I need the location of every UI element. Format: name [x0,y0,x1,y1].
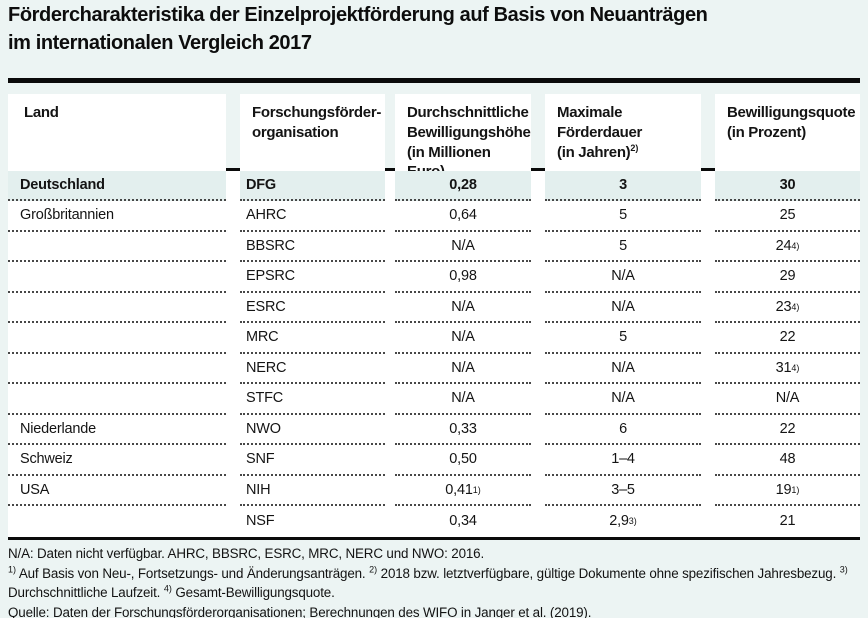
cell-duration: N/A [545,292,701,323]
cell-amount: 0,33 [395,414,531,445]
cell-land [8,384,226,415]
cell-quote: 31 4) [715,353,860,384]
column-gap [226,94,240,182]
table-row: MRC N/A 5 22 [8,323,860,354]
cell-amount: N/A [395,292,531,323]
cell-land [8,262,226,293]
data-table: Land Forschungsförder- organisation Durc… [8,94,860,540]
cell-organisation: SNF [240,445,385,476]
cell-amount: N/A [395,231,531,262]
table-row: NSF 0,34 2,9 3) 21 [8,506,860,537]
cell-quote: 19 1) [715,475,860,506]
column-gap [531,94,545,182]
cell-organisation: MRC [240,323,385,354]
cell-organisation: ESRC [240,292,385,323]
header-land: Land [8,94,226,183]
cell-organisation: STFC [240,384,385,415]
header-organisation: Forschungsförder- organisation [240,94,385,183]
cell-quote: 29 [715,262,860,293]
figure-title: Fördercharakteristika der Einzelprojektf… [8,2,708,57]
table-row: EPSRC 0,98 N/A 29 [8,262,860,293]
cell-quote: N/A [715,384,860,415]
footnote-marker: 2) [369,564,378,575]
cell-quote: 30 [715,170,860,201]
cell-duration: 1–4 [545,445,701,476]
cell-duration: 3–5 [545,475,701,506]
cell-land: Schweiz [8,445,226,476]
table-row: USA NIH 0,41 1) 3–5 19 1) [8,475,860,506]
cell-duration: 3 [545,170,701,201]
cell-quote: 24 4) [715,231,860,262]
cell-amount: 0,28 [395,170,531,201]
cell-land [8,323,226,354]
cell-organisation: NSF [240,506,385,537]
cell-organisation: EPSRC [240,262,385,293]
cell-land: Niederlande [8,414,226,445]
cell-quote: 22 [715,414,860,445]
table-row: ESRC N/A N/A 23 4) [8,292,860,323]
cell-duration: 5 [545,323,701,354]
cell-amount: N/A [395,384,531,415]
table-row: BBSRC N/A 5 24 4) [8,231,860,262]
bottom-rule [8,536,860,540]
header-land-label: Land [24,104,59,121]
cell-quote: 25 [715,201,860,232]
top-rule [8,78,860,83]
cell-land [8,353,226,384]
cell-amount: 0,34 [395,506,531,537]
cell-land [8,292,226,323]
figure-title-line2: im internationalen Vergleich 2017 [8,31,312,54]
footnote-marker: 2) [630,142,639,153]
footnote-na-line: N/A: Daten nicht verfügbar. AHRC, BBSRC,… [8,546,485,561]
table-header-row: Land Forschungsförder- organisation Durc… [8,94,860,183]
cell-land: USA [8,475,226,506]
source-line: Quelle: Daten der Forschungsförderorgani… [8,604,592,618]
cell-amount: 0,50 [395,445,531,476]
cell-duration: 5 [545,201,701,232]
cell-organisation: NWO [240,414,385,445]
table-row: Schweiz SNF 0,50 1–4 48 [8,445,860,476]
cell-duration: N/A [545,262,701,293]
cell-organisation: NIH [240,475,385,506]
cell-quote: 22 [715,323,860,354]
table-row: STFC N/A N/A N/A [8,384,860,415]
table-row: Deutschland DFG 0,28 3 30 [8,170,860,201]
header-amount: Durchschnittliche Bewilligungshöhe (in M… [395,94,531,183]
cell-organisation: DFG [240,170,385,201]
cell-duration: 2,9 3) [545,506,701,537]
header-quote: Bewilligungsquote (in Prozent) [715,94,860,183]
cell-land [8,231,226,262]
cell-land: Großbritannien [8,201,226,232]
header-duration: Maximale Förderdauer (in Jahren)2) [545,94,701,183]
cell-organisation: BBSRC [240,231,385,262]
cell-amount: N/A [395,353,531,384]
cell-duration: 6 [545,414,701,445]
cell-duration: N/A [545,353,701,384]
footnote-marker: 1) [8,564,17,575]
cell-organisation: NERC [240,353,385,384]
cell-amount: 0,64 [395,201,531,232]
cell-land [8,506,226,537]
cell-land: Deutschland [8,170,226,201]
footnote-marker: 4) [163,583,172,594]
cell-amount: 0,41 1) [395,475,531,506]
figure-title-line1: Fördercharakteristika der Einzelprojektf… [8,4,708,26]
table-row: Niederlande NWO 0,33 6 22 [8,414,860,445]
cell-duration: N/A [545,384,701,415]
cell-duration: 5 [545,231,701,262]
cell-quote: 21 [715,506,860,537]
cell-amount: 0,98 [395,262,531,293]
column-gap [701,94,715,182]
cell-organisation: AHRC [240,201,385,232]
table-row: Großbritannien AHRC 0,64 5 25 [8,201,860,232]
column-gap [385,94,395,182]
cell-quote: 48 [715,445,860,476]
cell-amount: N/A [395,323,531,354]
cell-quote: 23 4) [715,292,860,323]
footnote-list: 1) Auf Basis von Neu-, Fortsetzungs- und… [8,564,848,601]
footnotes: N/A: Daten nicht verfügbar. AHRC, BBSRC,… [8,544,860,618]
footnote-marker: 3) [839,564,848,575]
table-row: NERC N/A N/A 31 4) [8,353,860,384]
